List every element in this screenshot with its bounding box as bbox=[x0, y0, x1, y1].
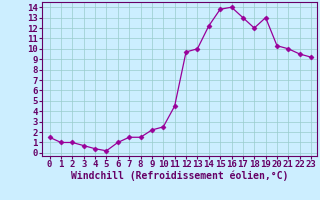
X-axis label: Windchill (Refroidissement éolien,°C): Windchill (Refroidissement éolien,°C) bbox=[70, 171, 288, 181]
